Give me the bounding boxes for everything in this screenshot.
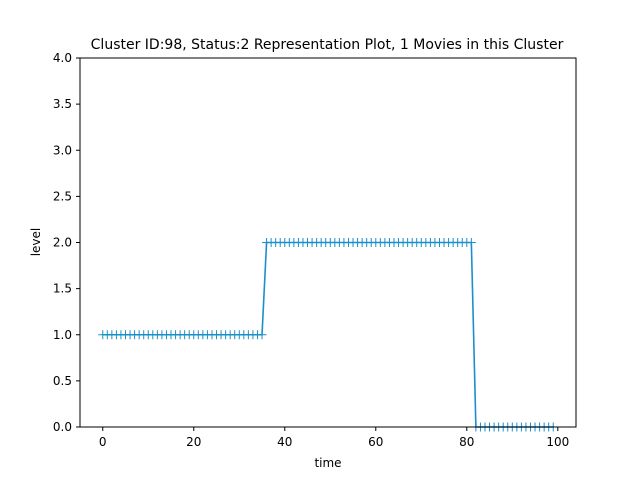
y-tick-label: 2.0	[53, 236, 72, 250]
y-tick-label: 1.5	[53, 282, 72, 296]
x-tick-label: 0	[99, 435, 107, 449]
y-tick-label: 3.0	[53, 143, 72, 157]
data-point	[257, 330, 267, 340]
x-tick-label: 60	[368, 435, 383, 449]
y-tick-label: 1.0	[53, 328, 72, 342]
x-axis: 0 20 40 60 80 100	[99, 427, 569, 449]
y-tick-label: 3.5	[53, 97, 72, 111]
data-point	[466, 238, 476, 247]
x-axis-label: time	[314, 456, 341, 470]
y-tick-label: 2.5	[53, 189, 72, 203]
x-tick-label: 20	[186, 435, 201, 449]
plot-area	[98, 238, 558, 432]
x-tick-label: 100	[546, 435, 569, 449]
x-tick-label: 80	[459, 435, 474, 449]
y-tick-label: 0.5	[53, 374, 72, 388]
chart-title: Cluster ID:98, Status:2 Representation P…	[91, 37, 564, 53]
x-tick-label: 40	[277, 435, 292, 449]
y-tick-label: 4.0	[53, 51, 72, 65]
y-tick-label: 0.0	[53, 420, 72, 434]
y-axis: 0.0 0.5 1.0 1.5 2.0 2.5 3.0 3.5 4.0	[53, 51, 80, 434]
y-axis-label: level	[29, 228, 43, 257]
